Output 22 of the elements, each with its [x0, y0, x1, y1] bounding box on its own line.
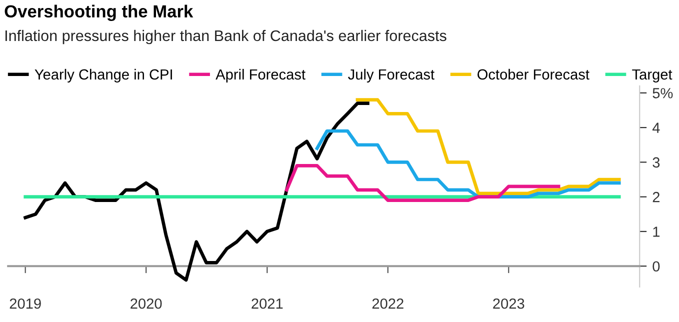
- x-tick-label: 2019: [10, 298, 41, 309]
- y-tick-label: 1: [653, 226, 660, 237]
- line-series: [356, 98, 621, 196]
- x-tick-label: 2022: [372, 298, 404, 309]
- legend-label: July Forecast: [348, 68, 434, 83]
- y-tick-label: 5%: [652, 88, 673, 98]
- y-tick-label: 4: [652, 122, 660, 133]
- y-tick-label: 2: [652, 192, 660, 202]
- line-series: [315, 129, 621, 198]
- chart-title: Overshooting the Mark: [4, 4, 194, 22]
- chart-subtitle: Inflation pressures higher than Bank of Canada's earlier forecasts: [5, 30, 446, 44]
- legend-label: October Forecast: [478, 68, 590, 80]
- legend-label: Yearly Change in CPI: [34, 68, 172, 83]
- line-series: [285, 164, 560, 202]
- y-tick-label: 0: [652, 261, 660, 272]
- y-tick-label: 3: [652, 157, 660, 168]
- x-tick-label: 2023: [493, 298, 524, 309]
- line-series: [24, 102, 370, 282]
- x-tick-label: 2020: [130, 298, 162, 309]
- legend-label: April Forecast: [216, 68, 306, 83]
- x-tick-label: 2021: [252, 298, 283, 309]
- legend-label: Target: [632, 69, 672, 83]
